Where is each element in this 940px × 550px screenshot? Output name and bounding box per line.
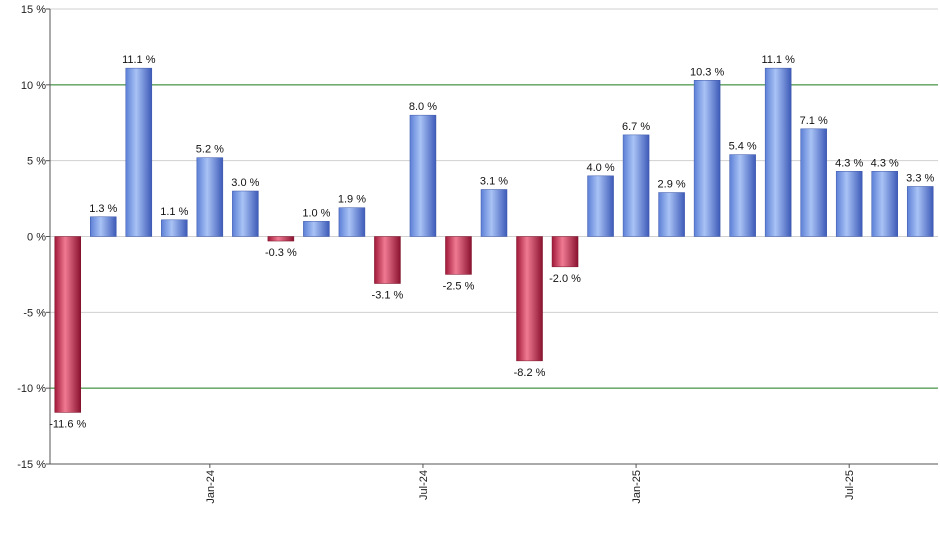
x-tick-label: Jan-24 (205, 470, 217, 504)
bar-positive (658, 192, 685, 237)
data-label: 3.1 % (480, 175, 508, 187)
data-label: -8.2 % (514, 367, 546, 379)
data-label: 10.3 % (690, 66, 724, 78)
data-label: -2.0 % (549, 273, 581, 285)
y-tick-label: 0 % (27, 232, 46, 244)
y-tick-label: 5 % (27, 156, 46, 168)
data-label: 3.3 % (906, 172, 934, 184)
bar-positive (835, 171, 863, 237)
bar-positive (693, 80, 721, 237)
data-label: 7.1 % (800, 115, 828, 127)
data-label: 8.0 % (409, 101, 437, 113)
data-labels: -11.6 % 1.3 % 11.1 % 1.1 % 5.2 % 3.0 % -0.3 % 1… (49, 54, 934, 430)
bars (54, 67, 934, 413)
data-label: 1.3 % (89, 203, 117, 215)
bar-positive (303, 221, 330, 237)
x-tick-labels: Jan-24 Jul-24 Jan-25 Jul-25 (205, 470, 856, 504)
y-tick-labels: 15 % 10 % 5 % 0 % -5 % -10 % -15 % (17, 4, 46, 471)
bar-positive (196, 157, 224, 237)
data-label: 2.9 % (658, 179, 686, 191)
data-label: 4.0 % (586, 162, 614, 174)
bar-positive (338, 207, 366, 237)
data-label: 3.0 % (231, 177, 259, 189)
data-label: -0.3 % (265, 247, 297, 259)
y-tick-label: -10 % (17, 383, 46, 395)
bar-positive (906, 186, 934, 237)
bar-positive (90, 216, 117, 237)
bar-positive (800, 128, 827, 237)
bar-positive (729, 154, 756, 237)
data-label: 5.4 % (729, 141, 757, 153)
data-label: 11.1 % (761, 54, 795, 66)
data-label: 1.9 % (338, 194, 366, 206)
bar-positive (232, 190, 259, 237)
bar-positive (409, 114, 437, 237)
bar-negative (551, 236, 579, 268)
bar-positive (871, 171, 898, 237)
bar-positive (764, 67, 792, 237)
y-tick-label: -15 % (17, 459, 46, 471)
bar-positive (480, 189, 508, 237)
data-label: 4.3 % (871, 157, 899, 169)
y-tick-label: 10 % (21, 80, 46, 92)
data-label: 5.2 % (196, 144, 224, 156)
x-tick-label: Jan-25 (631, 470, 643, 504)
data-label: -2.5 % (443, 280, 475, 292)
x-tick-label: Jul-24 (418, 470, 430, 500)
data-label: 6.7 % (622, 121, 650, 133)
x-tick-label: Jul-25 (844, 470, 856, 500)
data-label: 1.0 % (302, 207, 330, 219)
bar-positive (161, 219, 188, 237)
bar-positive (125, 67, 153, 237)
bar-negative (267, 236, 295, 242)
bar-negative (54, 236, 82, 413)
data-label: -3.1 % (372, 290, 404, 302)
data-label: -11.6 % (49, 418, 86, 430)
bar-positive (622, 134, 650, 237)
data-label: 1.1 % (160, 206, 188, 218)
y-tick-label: -5 % (23, 307, 46, 319)
axes (46, 8, 938, 468)
data-label: 11.1 % (122, 54, 156, 66)
y-tick-label: 15 % (21, 4, 46, 16)
bar-negative (516, 236, 543, 362)
bar-negative (445, 236, 472, 275)
bar-negative (374, 236, 401, 284)
data-label: 4.3 % (835, 157, 863, 169)
bar-positive (587, 175, 614, 237)
